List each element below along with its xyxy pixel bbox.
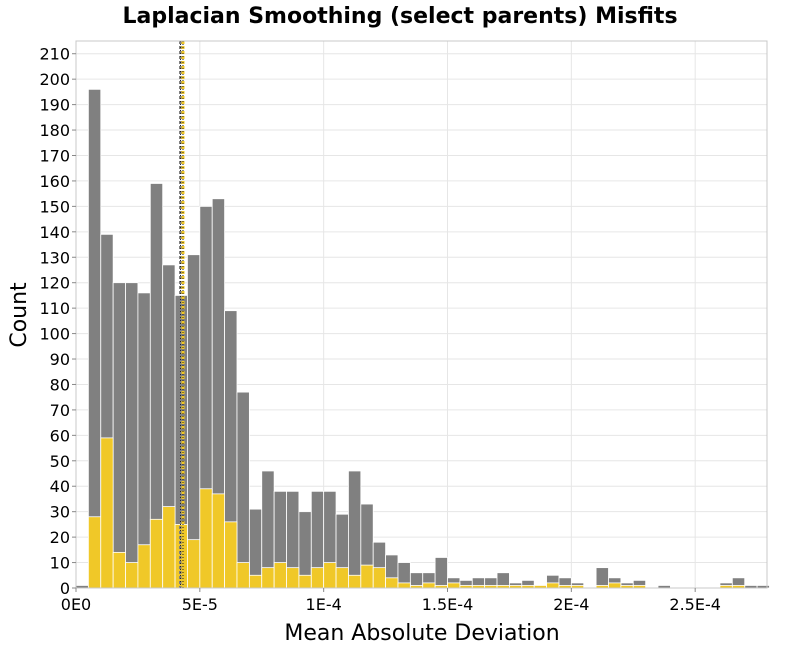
y-tick-label: 20 (50, 528, 70, 547)
x-tick-label: 2.5E-4 (669, 595, 721, 614)
y-tick-label: 160 (39, 172, 70, 191)
chart-title: Laplacian Smoothing (select parents) Mis… (122, 4, 677, 29)
bar-total (87, 88, 102, 589)
bar-total (595, 567, 609, 589)
y-tick-label: 40 (50, 477, 70, 496)
bar-total (434, 557, 448, 589)
x-axis-title: Mean Absolute Deviation (284, 621, 559, 646)
bar-subset (298, 574, 312, 589)
bar-subset (162, 506, 176, 589)
bar-subset (372, 567, 386, 589)
bar-subset (125, 562, 139, 589)
bar-subset (310, 567, 325, 589)
bar-subset (286, 567, 300, 589)
bar-total (137, 292, 151, 589)
x-tick-label: 2E-4 (553, 595, 589, 614)
x-tick-label: 0E0 (61, 595, 91, 614)
bar-total (187, 254, 201, 589)
bar-subset (87, 516, 102, 589)
y-tick-label: 140 (39, 223, 70, 242)
y-tick-label: 60 (50, 426, 70, 445)
bar-subset (546, 582, 560, 589)
y-tick-label: 190 (39, 96, 70, 115)
y-tick-label: 210 (39, 45, 70, 64)
bar-subset (261, 567, 275, 589)
x-tick-label: 1.5E-4 (422, 595, 474, 614)
bar-total (112, 282, 126, 589)
reference-lines (179, 41, 185, 588)
y-tick-label: 150 (39, 197, 70, 216)
bar-subset (187, 539, 201, 589)
bar-subset (323, 562, 337, 589)
y-axis-ticks: 0 10 20 30 40 50 60 70 80 90 100 110 120 130 140 150 160… (39, 45, 76, 598)
bar-subset (447, 582, 461, 589)
bar-subset (211, 493, 226, 589)
y-tick-label: 80 (50, 375, 70, 394)
y-tick-label: 110 (39, 299, 70, 318)
y-tick-label: 100 (39, 325, 70, 344)
y-tick-label: 90 (50, 350, 70, 369)
bar-subset (100, 437, 114, 589)
y-tick-label: 70 (50, 401, 70, 420)
x-axis-ticks: 0E0 5E-5 1E-4 1.5E-4 2E-4 2.5E-4 (61, 588, 721, 614)
x-tick-label: 5E-5 (182, 595, 218, 614)
bar-subset (348, 574, 362, 589)
y-axis-title: Count (7, 282, 32, 348)
bar-subset (224, 521, 238, 589)
bar-subset (360, 564, 374, 589)
bar-subset (199, 488, 213, 589)
y-tick-label: 130 (39, 248, 70, 267)
y-tick-label: 170 (39, 146, 70, 165)
y-tick-label: 50 (50, 452, 70, 471)
bar-subset (149, 518, 164, 589)
bar-subset (236, 562, 250, 589)
y-tick-label: 10 (50, 554, 70, 573)
y-tick-label: 180 (39, 121, 70, 140)
y-tick-label: 0 (60, 579, 70, 598)
bar-subset (137, 544, 151, 589)
bar-subset (608, 582, 622, 589)
bar-total (348, 470, 362, 589)
bar-total (236, 391, 250, 589)
bar-subset (248, 574, 263, 589)
bar-subset (385, 577, 399, 589)
y-tick-label: 120 (39, 274, 70, 293)
bar-subset (397, 582, 411, 589)
y-tick-label: 200 (39, 70, 70, 89)
bar-subset (112, 551, 126, 589)
bar-subset (335, 567, 349, 589)
bar-subset (273, 562, 287, 589)
bar-subset (422, 582, 436, 589)
x-tick-label: 1E-4 (306, 595, 342, 614)
y-tick-label: 30 (50, 503, 70, 522)
plot-frame (75, 40, 768, 589)
bar-total (125, 282, 139, 589)
